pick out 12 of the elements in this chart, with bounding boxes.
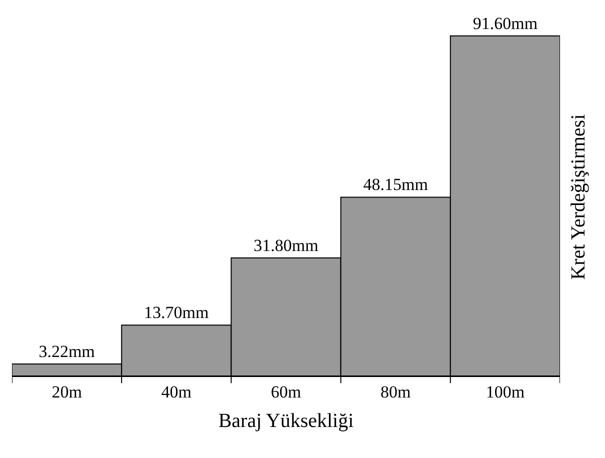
x-tick-label: 80m: [380, 382, 411, 402]
data-label: 13.70mm: [144, 303, 209, 322]
y-axis-title: Kret Yerdeğiştirmesi: [568, 114, 590, 280]
x-tick-label: 100m: [486, 382, 525, 402]
x-axis-title: Baraj Yüksekliği: [218, 410, 354, 432]
data-label: 3.22mm: [38, 342, 95, 362]
data-label: 31.80mm: [254, 236, 318, 255]
x-tick-label: 60m: [270, 382, 302, 402]
data-label: 91.60mm: [472, 14, 538, 33]
x-tick-label: 20m: [52, 382, 82, 402]
data-label: 48.15mm: [363, 175, 428, 194]
x-tick-label: 40m: [161, 382, 192, 402]
